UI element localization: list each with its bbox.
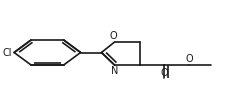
Text: O: O bbox=[110, 31, 117, 41]
Text: O: O bbox=[185, 54, 193, 64]
Text: N: N bbox=[111, 66, 118, 76]
Text: O: O bbox=[160, 68, 168, 78]
Text: Cl: Cl bbox=[2, 47, 12, 58]
